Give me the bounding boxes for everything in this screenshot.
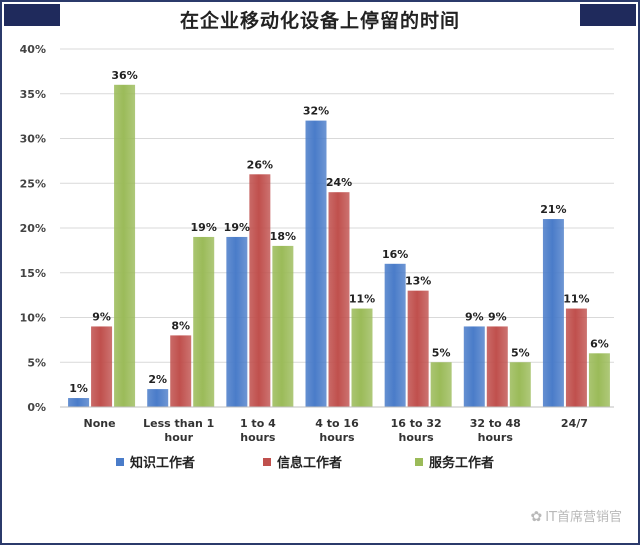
data-label: 11% — [349, 293, 375, 306]
y-tick-label: 5% — [27, 356, 46, 369]
x-tick-label: hours — [240, 431, 276, 444]
legend-label: 知识工作者 — [130, 455, 195, 471]
data-label: 9% — [465, 310, 484, 323]
x-tick-label: hour — [164, 431, 193, 444]
bar — [430, 362, 452, 407]
bar — [407, 290, 429, 407]
data-label: 16% — [382, 248, 408, 261]
data-label: 24% — [326, 176, 352, 189]
bar — [91, 326, 113, 407]
bar — [463, 326, 485, 407]
bar — [147, 389, 169, 407]
data-label: 32% — [303, 105, 329, 118]
y-tick-label: 15% — [20, 267, 46, 280]
data-label: 19% — [224, 221, 250, 234]
data-label: 5% — [511, 346, 530, 359]
data-label: 26% — [247, 158, 273, 171]
bar — [68, 398, 90, 407]
bar — [588, 353, 610, 407]
bar — [565, 308, 587, 407]
bar — [305, 120, 327, 407]
legend-label: 服务工作者 — [429, 455, 494, 471]
bar — [542, 219, 564, 407]
y-tick-label: 20% — [20, 222, 46, 235]
data-label: 9% — [488, 310, 507, 323]
legend-swatch — [415, 458, 423, 466]
data-label: 5% — [432, 346, 451, 359]
legend-label: 信息工作者 — [277, 455, 342, 471]
legend-swatch — [116, 458, 124, 466]
bar — [272, 245, 294, 407]
data-label: 21% — [540, 203, 566, 216]
data-label: 2% — [148, 373, 167, 386]
x-tick-label: None — [84, 417, 116, 430]
bar — [114, 84, 136, 408]
watermark: ✿ IT首席营销官 — [530, 506, 622, 525]
wechat-icon: ✿ — [530, 509, 543, 525]
corner-decoration-left — [4, 4, 60, 26]
bar — [193, 236, 215, 407]
x-tick-label: hours — [399, 431, 435, 444]
y-tick-label: 25% — [20, 177, 46, 190]
x-tick-label: 32 to 48 — [470, 417, 521, 430]
legend-swatch — [263, 458, 271, 466]
x-tick-label: hours — [478, 431, 514, 444]
corner-decoration-right — [580, 4, 636, 26]
y-tick-label: 35% — [20, 88, 46, 101]
bar — [328, 192, 350, 407]
data-label: 9% — [92, 310, 111, 323]
bar — [249, 174, 271, 407]
data-label: 8% — [171, 319, 190, 332]
y-tick-label: 40% — [20, 43, 46, 56]
bar — [170, 335, 192, 407]
data-label: 19% — [191, 221, 217, 234]
y-tick-label: 0% — [27, 401, 46, 414]
data-label: 6% — [590, 337, 609, 350]
x-tick-label: Less than 1 — [143, 417, 214, 430]
data-label: 18% — [270, 230, 296, 243]
bar — [226, 236, 248, 407]
y-tick-label: 10% — [20, 312, 46, 325]
bar — [486, 326, 508, 407]
bar — [384, 263, 406, 407]
x-tick-label: 24/7 — [561, 417, 588, 430]
data-label: 1% — [69, 382, 88, 395]
watermark-text: IT首席营销官 — [545, 510, 622, 525]
bar — [509, 362, 531, 407]
bar — [351, 308, 373, 407]
x-tick-label: hours — [319, 431, 355, 444]
x-tick-label: 4 to 16 — [315, 417, 359, 430]
chart-title: 在企业移动化设备上停留的时间 — [179, 10, 460, 32]
x-tick-label: 1 to 4 — [240, 417, 276, 430]
data-label: 13% — [405, 275, 431, 288]
data-label: 36% — [111, 69, 137, 82]
y-tick-label: 30% — [20, 133, 46, 146]
x-tick-label: 16 to 32 — [391, 417, 442, 430]
data-label: 11% — [563, 293, 589, 306]
